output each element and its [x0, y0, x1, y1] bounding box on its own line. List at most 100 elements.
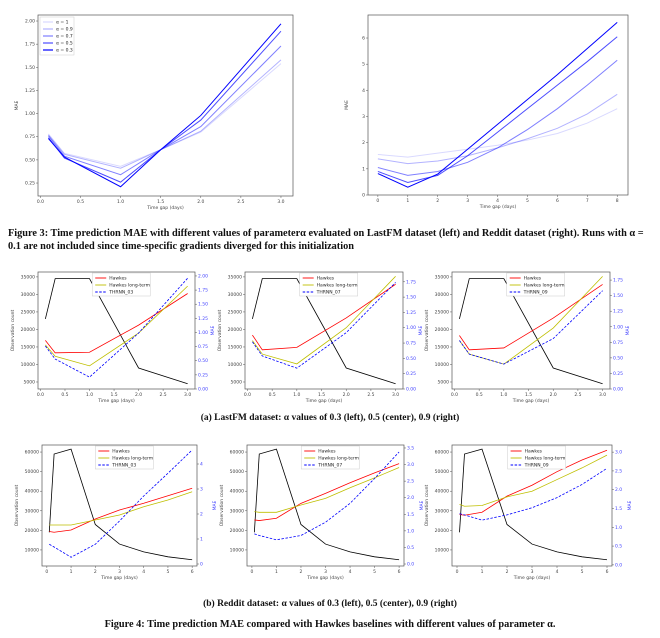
chart-fig4b-right: 0 1 2 3 4 5 6 Time gap (days) 10000 20000 30000 400… [424, 444, 633, 581]
series-line-hawkes [254, 463, 400, 521]
y2-tick-label: 2 [200, 512, 203, 518]
legend-label: Hawkes [109, 276, 127, 282]
x-tick-label: 3 [324, 569, 327, 575]
series-line [48, 63, 282, 167]
y2-tick-label: 0.00 [406, 387, 416, 393]
figure-4a-subcaption: (a) LastFM dataset: α values of 0.3 (lef… [200, 413, 460, 423]
y2-tick-label: 0.00 [613, 387, 623, 393]
legend-label: Hawkes [317, 276, 335, 282]
x-tick-label: 5 [373, 569, 376, 575]
legend-box [91, 272, 151, 297]
legend-label: α = 0.9 [56, 27, 73, 33]
x-tick-label: 8 [616, 198, 619, 204]
y-tick-label: 20000 [435, 528, 449, 534]
x-tick-label: 6 [398, 569, 401, 575]
x-tick-label: 2.0 [550, 392, 557, 398]
y-axis-label: Observation count [217, 310, 223, 352]
x-tick-label: 0 [250, 569, 253, 575]
legend-label: Hawkes long-term [112, 456, 153, 462]
y2-axis-label: MAE [627, 500, 633, 510]
plot-frame [37, 14, 294, 197]
y2-tick-label: 1.00 [406, 325, 416, 331]
observation-count-line [459, 448, 608, 561]
y2-tick-label: 0.25 [613, 371, 623, 377]
y2-tick-label: 1.25 [198, 316, 208, 322]
x-tick-label: 4 [556, 569, 559, 575]
y-tick-label: 20000 [228, 327, 242, 333]
series-line-mae [254, 451, 400, 541]
legend-label: Hawkes long-term [318, 456, 359, 462]
x-tick-label: 5 [167, 569, 170, 575]
y2-tick-label: 3.0 [407, 462, 414, 468]
y2-tick-label: 3 [200, 487, 203, 493]
y-tick-label: 10000 [228, 362, 242, 368]
x-tick-label: 2.0 [197, 199, 204, 205]
x-tick-label: 2 [300, 569, 303, 575]
y-tick-label: 40000 [435, 489, 449, 495]
y2-tick-label: 1.00 [198, 330, 208, 336]
legend-box [95, 445, 154, 470]
y-tick-label: 50000 [25, 469, 39, 475]
y-tick-label: 1.75 [25, 42, 35, 48]
y-tick-label: 6 [362, 36, 365, 42]
y-tick-label: 1 [362, 166, 365, 172]
y2-tick-label: 3.0 [615, 450, 622, 456]
x-tick-label: 1.5 [525, 392, 532, 398]
x-tick-label: 0.0 [37, 199, 44, 205]
x-tick-label: 2.5 [367, 392, 374, 398]
observation-count-line [44, 278, 188, 385]
legend-box [299, 272, 358, 297]
x-tick-label: 5 [526, 198, 529, 204]
y-tick-label: 30000 [230, 508, 244, 514]
y2-tick-label: 0.0 [615, 562, 622, 568]
y2-tick-label: 0.25 [198, 372, 208, 378]
y-tick-label: 1.25 [25, 88, 35, 94]
observation-count-line [48, 448, 193, 561]
x-tick-label: 3 [531, 569, 534, 575]
series-line-hawkes [49, 487, 193, 533]
figure-4-caption: Figure 4: Time prediction MAE compared w… [104, 619, 556, 630]
x-tick-label: 2.5 [574, 392, 581, 398]
y2-axis-label: MAE [418, 325, 424, 335]
x-tick-label: 2.0 [135, 392, 142, 398]
x-tick-label: 5 [581, 569, 584, 575]
y-axis-label: Observation count [14, 485, 20, 527]
chart-fig4a-center: 0.0 0.5 1.0 1.5 2.0 2.5 3.0 Time gap (days) 5000… [217, 271, 424, 404]
series-line-hawkes [459, 284, 603, 351]
series-line-hawkes [252, 283, 396, 351]
legend-label: α = 1 [56, 20, 69, 26]
x-tick-label: 6 [191, 569, 194, 575]
y-tick-label: 2.00 [25, 19, 35, 25]
y-tick-label: 15000 [228, 344, 242, 350]
series-line-hawkes_long [49, 491, 193, 526]
series-line-mae [459, 290, 603, 365]
y-tick-label: 4 [362, 88, 365, 94]
chart-fig4a-left: 0.0 0.5 1.0 1.5 2.0 2.5 3.0 Time gap (days) 5000… [10, 271, 216, 404]
series-line [377, 36, 618, 183]
y-tick-label: 35000 [21, 274, 35, 280]
x-axis-label: Time gap (days) [479, 204, 517, 210]
y2-tick-label: 0.00 [198, 387, 208, 393]
x-tick-label: 1 [275, 569, 278, 575]
legend-label: α = 0.5 [56, 41, 73, 47]
y-tick-label: 1.00 [25, 111, 35, 117]
y-tick-label: 5 [362, 62, 365, 68]
x-tick-label: 1 [481, 569, 484, 575]
legend-label: Hawkes long-term [525, 456, 566, 462]
y2-tick-label: 0.50 [198, 358, 208, 364]
x-tick-label: 0 [376, 198, 379, 204]
x-tick-label: 4 [142, 569, 145, 575]
y-tick-label: 10000 [435, 547, 449, 553]
figure-4b-subcaption: (b) Reddit dataset: α values of 0.3 (lef… [203, 599, 457, 609]
y-tick-label: 25000 [228, 309, 242, 315]
y2-tick-label: 0.75 [613, 340, 623, 346]
chart-fig4b-left: 0 1 2 3 4 5 6 Time gap (days) 10000 20000 30000 400… [14, 444, 218, 581]
y2-tick-label: 0.25 [406, 371, 416, 377]
legend-label: Hawkes [524, 276, 542, 282]
legend-box [506, 272, 565, 297]
y2-tick-label: 1.00 [613, 324, 623, 330]
x-tick-label: 2.0 [343, 392, 350, 398]
series-line-mae [459, 467, 608, 521]
y2-tick-label: 1.0 [407, 528, 414, 534]
